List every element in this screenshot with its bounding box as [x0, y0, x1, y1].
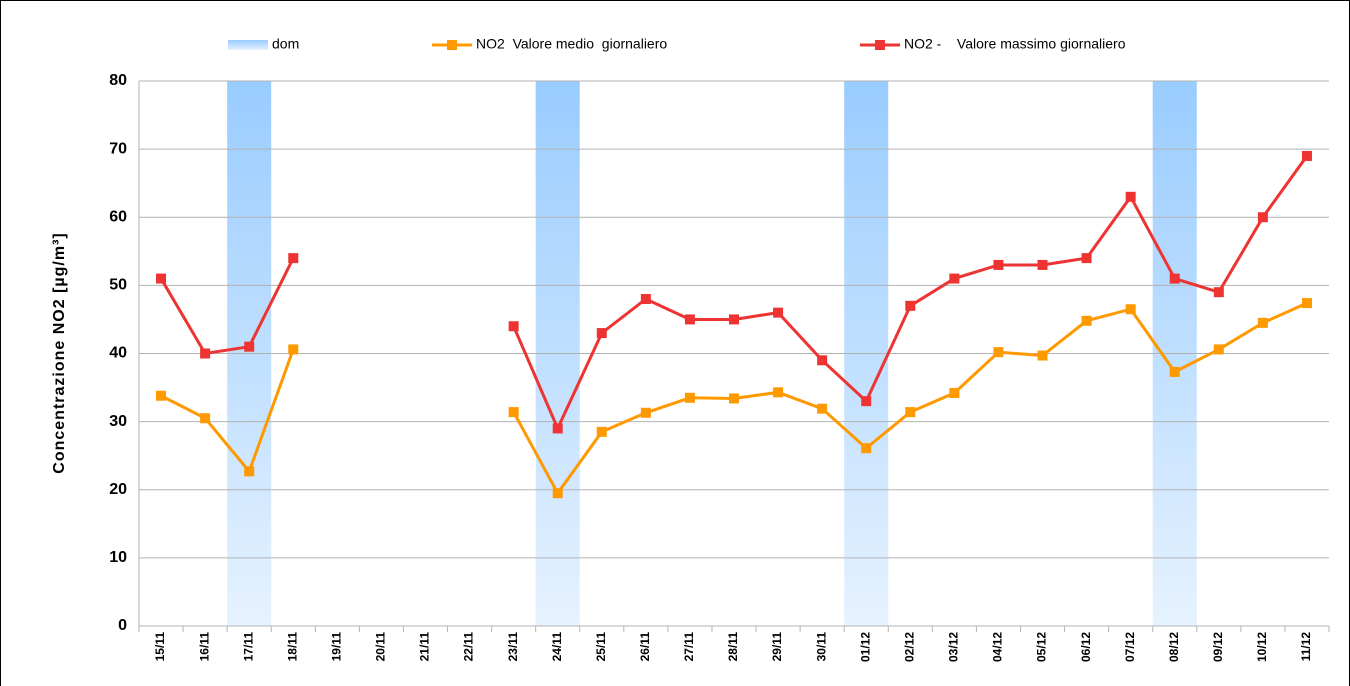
x-tick-label: 06/12	[1079, 632, 1093, 662]
marker	[156, 390, 167, 401]
x-tick-label: 26/11	[638, 632, 652, 662]
legend-label: NO2 Valore medio giornaliero	[476, 36, 667, 52]
x-tick-label: 23/11	[506, 632, 520, 662]
y-axis-label: Concentrazione NO2 [µg/m³]	[51, 232, 68, 473]
marker	[729, 314, 739, 325]
marker	[156, 273, 167, 284]
marker	[552, 423, 563, 434]
legend-label: NO2 - Valore massimo giornaliero	[904, 36, 1126, 52]
marker	[1081, 253, 1092, 264]
marker	[1125, 191, 1136, 202]
x-tick-label: 11/12	[1299, 632, 1313, 662]
legend-label: dom	[272, 36, 299, 52]
marker	[773, 387, 784, 398]
marker	[640, 407, 651, 418]
x-tick-label: 10/12	[1255, 632, 1269, 662]
marker	[773, 307, 784, 318]
y-tick-label: 0	[118, 617, 127, 634]
x-tick-label: 01/12	[858, 632, 872, 662]
y-tick-label: 20	[109, 481, 127, 498]
x-tick-label: 25/11	[594, 632, 608, 662]
x-tick-label: 03/12	[947, 632, 961, 662]
y-tick-label: 60	[109, 208, 127, 225]
marker	[949, 388, 960, 399]
marker	[1125, 304, 1136, 315]
marker	[508, 321, 519, 332]
x-tick-label: 30/11	[814, 632, 828, 662]
marker	[729, 393, 739, 404]
marker	[596, 328, 607, 339]
marker	[1037, 350, 1048, 361]
x-tick-label: 20/11	[374, 632, 388, 662]
marker	[1257, 317, 1268, 328]
marker	[1169, 366, 1180, 377]
x-tick-label: 22/11	[462, 632, 476, 662]
x-tick-label: 08/12	[1167, 632, 1181, 662]
x-tick-label: 17/11	[241, 632, 255, 662]
marker	[200, 413, 211, 424]
marker	[861, 443, 872, 454]
marker	[640, 294, 651, 304]
marker	[596, 426, 607, 437]
marker	[993, 259, 1004, 270]
y-tick-label: 30	[109, 413, 127, 430]
x-tick-label: 09/12	[1211, 632, 1225, 662]
x-tick-label: 24/11	[550, 632, 564, 662]
x-tick-label: 28/11	[726, 632, 740, 662]
marker	[244, 466, 255, 477]
marker	[905, 300, 916, 311]
marker	[552, 488, 563, 499]
marker	[1213, 344, 1224, 355]
marker	[1301, 150, 1312, 161]
marker	[244, 341, 255, 352]
marker	[993, 347, 1004, 358]
marker	[1081, 315, 1092, 326]
marker	[684, 314, 695, 325]
x-tick-label: 19/11	[330, 632, 344, 662]
grid	[139, 80, 1329, 627]
marker	[200, 348, 211, 359]
marker	[1257, 212, 1268, 223]
x-tick-label: 29/11	[770, 632, 784, 662]
y-tick-label: 50	[109, 277, 127, 294]
x-tick-label: 15/11	[153, 632, 167, 662]
y-tick-label: 70	[109, 140, 127, 157]
x-tick-label: 16/11	[197, 632, 211, 662]
marker	[508, 407, 519, 418]
legend-marker	[447, 40, 457, 50]
marker	[1301, 298, 1312, 309]
marker	[861, 396, 872, 407]
marker	[817, 403, 828, 414]
legend-marker	[875, 40, 885, 50]
y-tick-label: 80	[109, 72, 127, 89]
y-tick-label: 10	[109, 549, 127, 566]
x-tick-label: 27/11	[682, 632, 696, 662]
x-tick-label: 02/12	[902, 632, 916, 662]
x-tick-label: 18/11	[285, 632, 299, 662]
y-tick-label: 40	[109, 345, 127, 362]
marker	[288, 253, 299, 264]
marker	[1213, 287, 1224, 298]
legend-swatch	[228, 40, 268, 50]
marker	[288, 344, 299, 355]
marker	[905, 407, 916, 418]
marker	[684, 392, 695, 403]
x-tick-label: 04/12	[991, 632, 1005, 662]
marker	[1169, 273, 1180, 284]
x-tick-label: 05/12	[1035, 632, 1049, 662]
x-tick-label: 07/12	[1123, 632, 1137, 662]
marker	[817, 355, 828, 366]
x-tick-label: 21/11	[418, 632, 432, 662]
marker	[949, 273, 960, 284]
marker	[1037, 259, 1048, 270]
